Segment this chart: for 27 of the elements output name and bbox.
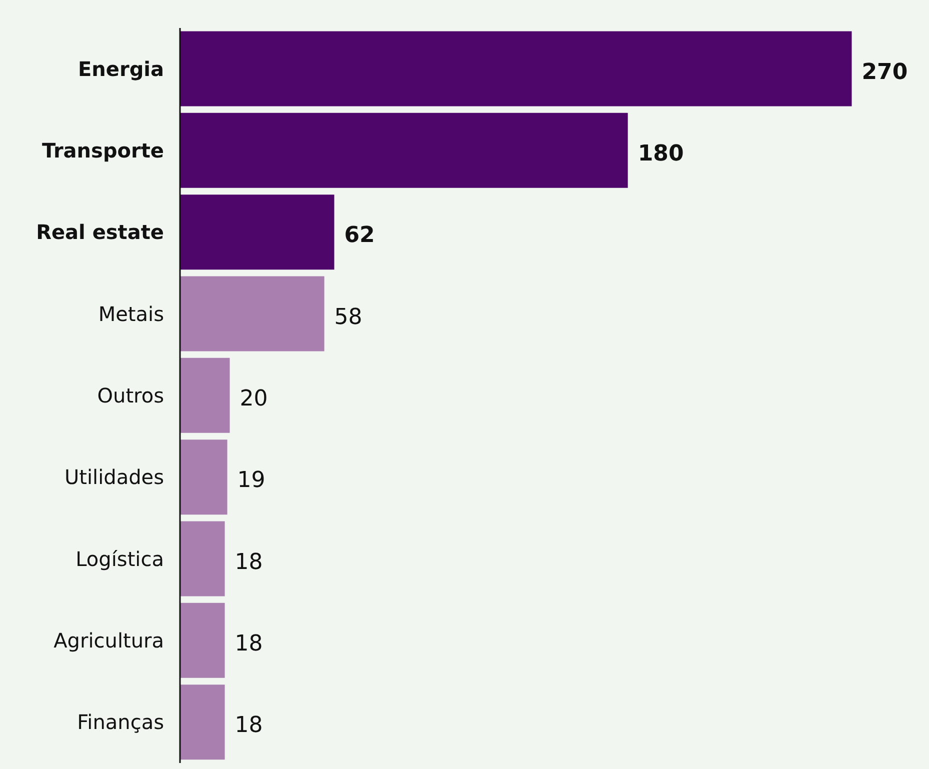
y-tick-label: Logística [76,546,164,571]
bar [180,31,852,106]
y-tick-label: Real estate [36,220,164,244]
y-tick-label: Finanças [77,710,164,734]
y-tick-label: Metais [98,302,164,326]
data-label: 19 [237,468,266,494]
y-tick-label: Utilidades [64,465,164,490]
y-tick-label: Outros [97,384,164,408]
bar [180,602,225,678]
bar [180,684,225,760]
data-label: 62 [344,223,375,248]
data-label: 270 [862,60,908,85]
data-label: 180 [638,141,684,166]
bar [180,358,230,433]
bar [180,440,228,515]
y-tick-label: Transporte [42,138,164,162]
bar [180,194,334,270]
data-label: 20 [240,386,268,412]
data-label: 18 [234,631,263,656]
bar [180,521,225,596]
y-tick-label: Energia [78,56,164,81]
data-label: 18 [234,713,263,738]
data-label: 58 [334,304,362,330]
bar [180,276,324,352]
data-label: 18 [234,550,263,575]
bar [180,112,628,188]
y-tick-label: Agricultura [54,628,164,652]
